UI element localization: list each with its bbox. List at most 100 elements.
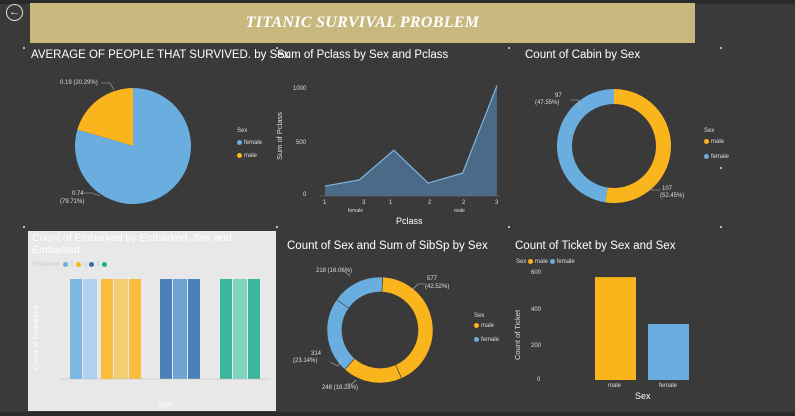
cabin-leader [647, 185, 660, 191]
sibsp-label: 218 (16.06%) [316, 268, 353, 274]
ticket-chart [595, 277, 689, 380]
area-group-female: female [348, 208, 364, 214]
cabin-legend-male: male [704, 139, 724, 145]
sibsp-leader [343, 270, 351, 277]
area-fill [325, 85, 497, 196]
ticket-bar-male [595, 277, 636, 380]
ticket-xtick: male [608, 383, 622, 389]
title-banner: TITANIC SURVIVAL PROBLEM [30, 3, 695, 43]
area-xtick: 2 [428, 200, 432, 206]
sibsp-label: 577 [427, 276, 438, 282]
cabin-label-male-value: 107 [662, 186, 673, 192]
ticket-xtick: female [659, 383, 678, 389]
back-arrow-icon[interactable]: ← [6, 4, 23, 21]
cabin-title: Count of Cabin by Sex [525, 49, 641, 61]
embarked-bar [83, 279, 97, 379]
embarked-bar [160, 279, 172, 379]
cabin-donut [557, 89, 671, 204]
pie-legend-female: female [237, 140, 262, 146]
page-title: TITANIC SURVIVAL PROBLEM [245, 14, 480, 31]
pie-label-male: 0.19 (20.29%) [60, 80, 98, 86]
area-chart [320, 85, 500, 197]
cabin-label-female-pct: (47.55%) [535, 100, 560, 106]
sibsp-label: (42.52%) [425, 284, 450, 290]
sibsp-legend-male: male [474, 323, 494, 329]
embarked-ylabel: Count of Embarked [31, 305, 40, 370]
legend-label: Q [82, 262, 88, 269]
area-line [324, 85, 498, 187]
legend-label: female [244, 140, 263, 147]
ticket-xlabel: Sex [635, 391, 651, 401]
area-xtick: 3 [495, 200, 499, 206]
ticket-legend: Sex male female [516, 259, 575, 265]
corner-dot [276, 226, 278, 228]
embarked-title: Count of Embarked by Embarked, Sex and Em… [32, 232, 232, 256]
embarked-legend: Embarked C Q S [32, 262, 109, 268]
area-ytick: 500 [296, 140, 307, 146]
ticket-ylabel: Count of Ticket [513, 309, 522, 360]
embarked-title-line1: Count of Embarked by Embarked, Sex and [32, 232, 232, 244]
sibsp-label: 314 [311, 351, 322, 357]
embarked-bar [114, 279, 128, 379]
bottom-bar [0, 412, 795, 416]
pie-leader [101, 82, 115, 91]
legend-label: male [244, 153, 258, 160]
legend-label: C [69, 262, 75, 269]
embarked-bar [220, 279, 232, 379]
legend-label: male [481, 323, 495, 330]
embarked-bar [173, 279, 187, 379]
ticket-ytick: 200 [531, 343, 542, 349]
sibsp-label: 248 (18.28%) [322, 385, 359, 391]
sibsp-leader [346, 379, 357, 385]
legend-label: female [711, 154, 730, 161]
embarked-bar [101, 279, 113, 379]
embarked-bar [248, 279, 260, 379]
pie-label-female-value: 0.74 [72, 191, 84, 197]
cabin-slice-female [557, 89, 614, 203]
sibsp-label: (23.14%) [293, 358, 318, 364]
sibsp-slice-male [381, 276, 434, 379]
corner-dot [720, 167, 722, 169]
ticket-bar-female [648, 324, 689, 380]
ticket-ytick: 400 [531, 307, 542, 313]
corner-dot [508, 226, 510, 228]
corner-dot [508, 47, 510, 49]
cabin-label-female-value: 97 [555, 93, 562, 99]
area-ylabel: Sum of Pclass [275, 112, 284, 160]
legend-label: S [96, 262, 101, 269]
cabin-legend-title: Sex [704, 128, 715, 134]
embarked-bar [233, 279, 247, 379]
corner-dot [720, 47, 722, 49]
embarked-xlabel: Sex [158, 400, 172, 409]
area-ytick: 1000 [293, 86, 307, 92]
legend-label: female [556, 259, 575, 266]
embarked-bar [129, 279, 141, 379]
sibsp-title: Count of Sex and Sum of SibSp by Sex [287, 240, 488, 252]
cabin-leader [570, 99, 583, 109]
sibsp-legend-title: Sex [474, 313, 485, 319]
legend-label: male [535, 259, 549, 266]
ticket-title: Count of Ticket by Sex and Sex [515, 240, 676, 252]
sibsp-slice-female [336, 276, 383, 309]
legend-title: Embarked [32, 262, 60, 269]
sibsp-legend-female: female [474, 337, 499, 343]
pie-chart [74, 82, 191, 205]
ticket-ytick: 0 [537, 377, 541, 383]
pie-legend-male: male [237, 153, 257, 159]
cabin-slice-male [605, 89, 671, 204]
sibsp-leader [329, 357, 343, 367]
corner-dot [276, 47, 278, 49]
top-strip [0, 0, 795, 4]
corner-dot [23, 47, 25, 49]
area-xlabel: Pclass [396, 216, 423, 226]
pie-title: AVERAGE OF PEOPLE THAT SURVIVED. by Sex [31, 49, 290, 61]
sibsp-leader [411, 283, 425, 291]
pie-label-female-pct: (79.71%) [60, 199, 85, 205]
corner-dot [23, 226, 25, 228]
pie-leader [84, 192, 101, 197]
embarked-bar [70, 279, 82, 379]
legend-title: Sex [516, 259, 527, 266]
pie-legend-title: Sex [237, 128, 248, 134]
embarked-title-line2: Embarked [32, 244, 80, 256]
legend-label: female [481, 337, 500, 344]
